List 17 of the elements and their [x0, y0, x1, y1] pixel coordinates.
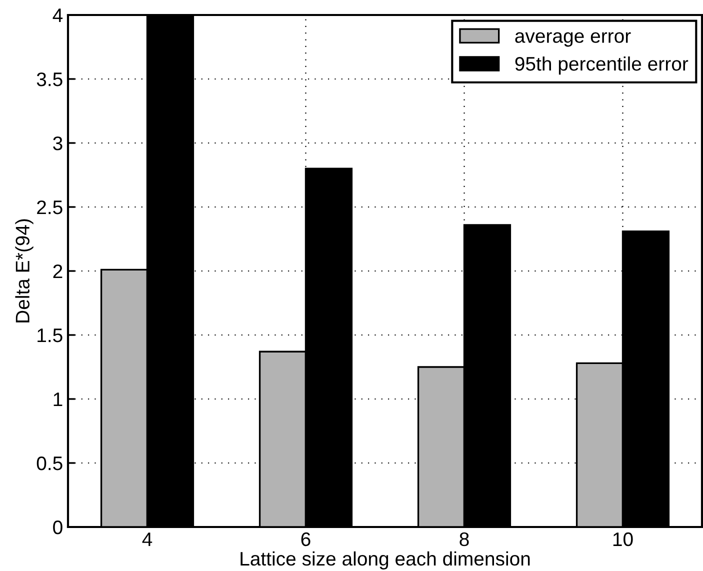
y-tick-label: 1.5 [38, 328, 62, 342]
legend-label: average error [515, 32, 631, 47]
legend-label: 95th percentile error [515, 56, 688, 75]
y-tick-label: 0 [53, 520, 62, 534]
x-tick-label: 8 [460, 532, 469, 546]
y-tick-label: 3.5 [36, 72, 62, 86]
y-tick-label: 4 [52, 8, 63, 22]
x-tick-label: 6 [301, 532, 310, 546]
x-tick-label: 10 [613, 532, 633, 546]
y-tick-label: 1 [54, 392, 62, 406]
x-tick-label: 4 [142, 532, 152, 546]
y-tick-label: 0.5 [36, 456, 62, 470]
y-tick-label: 2.5 [37, 200, 62, 214]
y-axis-title: Delta E*(94) [15, 219, 34, 322]
x-axis-title: Lattice size along each dimension [240, 551, 530, 570]
y-tick-label: 3 [53, 136, 62, 150]
y-tick-label: 2 [53, 264, 62, 278]
